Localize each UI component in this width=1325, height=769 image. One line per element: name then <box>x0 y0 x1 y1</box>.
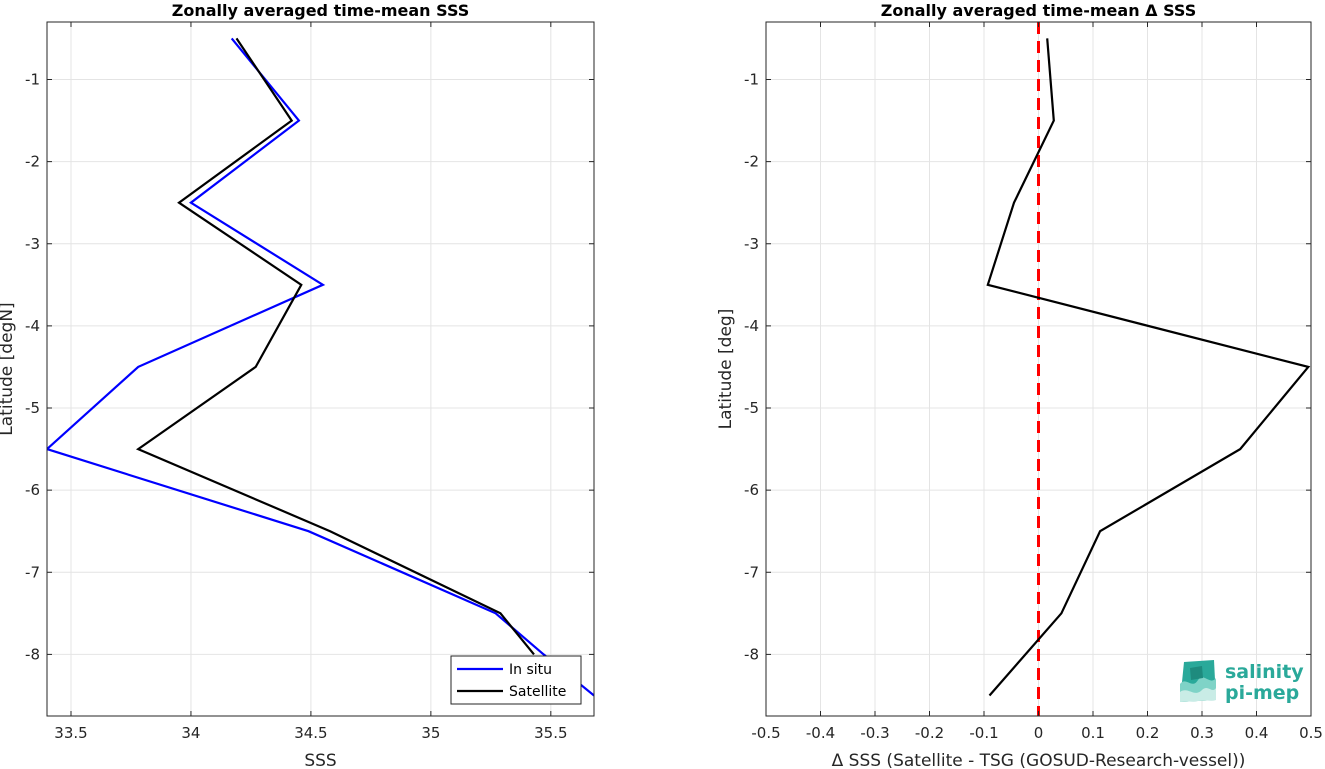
left-xtick-label-3: 35 <box>421 724 440 742</box>
right-xtick-label-4: -0.1 <box>969 724 998 742</box>
right-axes: -0.5 -0.4 -0.3 -0.2 -0.1 0 0.1 0.2 0.3 0.4 0.5 -1 -2… <box>716 1 1323 769</box>
wave-logo-icon <box>1180 660 1216 702</box>
right-x-axis-label: Δ SSS (Satellite - TSG (GOSUD-Research-v… <box>832 751 1246 769</box>
left-axes-box <box>46 21 595 717</box>
logo-mark-icon: salinity pi-mep <box>1180 660 1304 704</box>
right-xtick-label-6: 0.1 <box>1081 724 1105 742</box>
right-ytick-label-3: -4 <box>744 317 759 335</box>
legend-label-0: In situ <box>509 662 552 678</box>
left-x-axis-label: SSS <box>304 751 336 769</box>
right-series-line-0 <box>986 38 1311 697</box>
right-y-axis-label: Latitude [deg] <box>716 309 736 430</box>
logo-line2: pi-mep <box>1225 682 1299 704</box>
right-ytick-label-2: -3 <box>744 235 759 253</box>
left-plot-area <box>47 22 594 716</box>
left-ytick-label-6: -7 <box>25 563 40 581</box>
left-xtick-label-1: 34 <box>181 724 200 742</box>
left-xtick-label-2: 34.5 <box>294 724 327 742</box>
logo-line1: salinity <box>1225 661 1304 683</box>
right-ytick-label-7: -8 <box>744 645 759 663</box>
left-xtick-label-4: 35.5 <box>534 724 567 742</box>
left-axes: 33.5 34 34.5 35 35.5 -1 -2 -3 -4 -5 -6 -7 -8 Zonally … <box>0 1 595 769</box>
left-ytick-label-4: -5 <box>25 399 40 417</box>
right-ytick-label-6: -7 <box>744 563 759 581</box>
left-ytick-label-5: -6 <box>25 481 40 499</box>
right-xtick-label-5: 0 <box>1034 724 1044 742</box>
left-xtick-label-0: 33.5 <box>54 724 87 742</box>
legend-label-1: Satellite <box>509 684 566 700</box>
right-ytick-label-5: -6 <box>744 481 759 499</box>
salinity-pi-mep-logo: salinity pi-mep <box>1176 656 1316 706</box>
right-xtick-label-3: -0.2 <box>915 724 944 742</box>
right-xtick-label-7: 0.2 <box>1136 724 1160 742</box>
right-xtick-label-10: 0.5 <box>1299 724 1323 742</box>
right-ytick-label-1: -2 <box>744 153 759 171</box>
right-xtick-label-8: 0.3 <box>1190 724 1214 742</box>
left-legend: In situ Satellite <box>450 655 582 705</box>
right-xtick-label-0: -0.5 <box>751 724 780 742</box>
right-xtick-label-9: 0.4 <box>1245 724 1269 742</box>
left-y-axis-label: Latitude [degN] <box>0 302 17 435</box>
left-ytick-label-7: -8 <box>25 645 40 663</box>
left-chart-title: Zonally averaged time-mean SSS <box>172 1 470 20</box>
left-series-line-0 <box>47 37 594 697</box>
left-ytick-label-1: -2 <box>25 153 40 171</box>
right-xtick-label-2: -0.3 <box>860 724 889 742</box>
right-ytick-label-4: -5 <box>744 399 759 417</box>
left-series-line-1 <box>135 37 535 656</box>
left-ytick-label-0: -1 <box>25 70 40 88</box>
legend-box <box>450 655 582 705</box>
left-ytick-label-2: -3 <box>25 235 40 253</box>
right-chart-title: Zonally averaged time-mean Δ SSS <box>881 1 1197 20</box>
right-xtick-label-1: -0.4 <box>806 724 835 742</box>
left-ytick-label-3: -4 <box>25 317 40 335</box>
right-ytick-label-0: -1 <box>744 70 759 88</box>
